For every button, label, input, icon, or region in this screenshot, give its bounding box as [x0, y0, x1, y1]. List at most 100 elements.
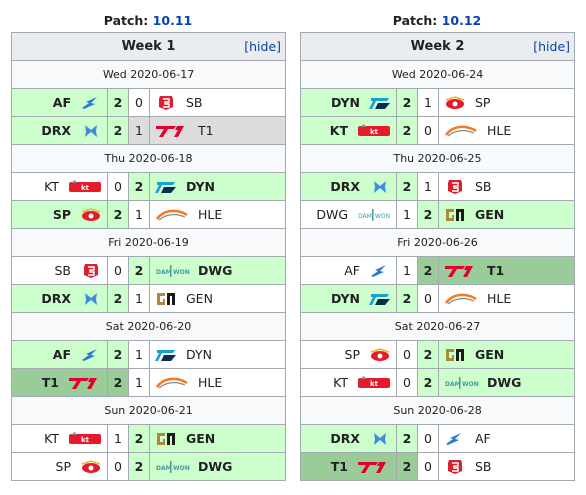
team2-name[interactable]: DYN [186, 179, 215, 194]
sp-logo[interactable] [368, 347, 392, 363]
team1-name[interactable]: KT [329, 123, 348, 138]
hide-link[interactable]: hide [538, 39, 566, 54]
team2-name[interactable]: SB [475, 179, 492, 194]
hle-logo[interactable] [154, 375, 190, 391]
hide-link[interactable]: hide [249, 39, 277, 54]
af-logo[interactable] [79, 347, 103, 363]
team1-name[interactable]: SP [55, 459, 71, 474]
dyn-logo[interactable] [368, 95, 392, 111]
dwg-logo[interactable]: DAM WON [443, 375, 479, 391]
dyn-logo[interactable] [154, 179, 178, 195]
team1-name[interactable]: DRX [41, 291, 71, 306]
match-row: DYN 2 1 SP [300, 88, 576, 117]
drx-logo[interactable] [79, 123, 103, 139]
team2-cell: SB [437, 172, 576, 201]
team2-name[interactable]: T1 [198, 123, 214, 138]
kt-logo[interactable]: kt [356, 123, 392, 139]
team1-name[interactable]: DRX [41, 123, 71, 138]
team2-score: 0 [128, 88, 150, 117]
team2-name[interactable]: GEN [475, 347, 505, 362]
team2-name[interactable]: HLE [487, 123, 512, 138]
team2-name[interactable]: HLE [198, 375, 223, 390]
drx-logo[interactable] [368, 431, 392, 447]
gen-logo[interactable] [443, 347, 467, 363]
sp-logo[interactable] [443, 95, 467, 111]
match-date: Wed 2020-06-17 [10, 60, 287, 89]
match-row: SB 0 2 DAM WON DWG [11, 256, 287, 285]
af-logo[interactable] [368, 263, 392, 279]
hle-logo[interactable] [154, 207, 190, 223]
team1-name[interactable]: DYN [331, 95, 360, 110]
team1-score: 2 [107, 368, 129, 397]
af-logo[interactable] [79, 95, 103, 111]
sb-logo[interactable] [443, 179, 467, 195]
team1-name[interactable]: KT [44, 179, 59, 194]
sp-logo[interactable] [79, 459, 103, 475]
team1-name[interactable]: DRX [330, 431, 360, 446]
team2-name[interactable]: SP [475, 95, 491, 110]
team2-name[interactable]: SB [186, 95, 203, 110]
team2-name[interactable]: HLE [198, 207, 223, 222]
team1-name[interactable]: KT [44, 431, 59, 446]
af-logo[interactable] [443, 431, 467, 447]
t1-logo[interactable] [154, 123, 190, 139]
team2-score: 0 [417, 116, 439, 145]
team1-name[interactable]: DYN [331, 291, 360, 306]
team1-name[interactable]: AF [344, 263, 360, 278]
t1-logo[interactable] [443, 263, 479, 279]
dyn-logo[interactable] [368, 291, 392, 307]
patch-version-link[interactable]: 10.11 [152, 13, 193, 28]
gen-logo[interactable] [154, 291, 178, 307]
team1-name[interactable]: SP [344, 347, 360, 362]
team1-score: 2 [107, 200, 129, 229]
dwg-logo[interactable]: DAM WON [154, 263, 190, 279]
team2-name[interactable]: GEN [475, 207, 505, 222]
team1-score: 2 [396, 172, 418, 201]
team1-cell: AF [11, 340, 108, 369]
sb-logo[interactable] [443, 459, 467, 475]
team1-name[interactable]: DWG [316, 207, 348, 222]
sb-logo[interactable] [154, 95, 178, 111]
team1-name[interactable]: SB [54, 263, 71, 278]
match-row: T1 2 0 SB [300, 452, 576, 481]
drx-logo[interactable] [79, 291, 103, 307]
t1-logo[interactable] [356, 459, 392, 475]
team2-name[interactable]: GEN [186, 291, 213, 306]
team2-name[interactable]: DYN [186, 347, 212, 362]
sp-logo[interactable] [79, 207, 103, 223]
team1-name[interactable]: T1 [41, 375, 59, 390]
team2-name[interactable]: HLE [487, 291, 512, 306]
hle-logo[interactable] [443, 291, 479, 307]
team2-name[interactable]: AF [475, 431, 491, 446]
patch-version-link[interactable]: 10.12 [441, 13, 482, 28]
team1-name[interactable]: KT [333, 375, 348, 390]
team1-name[interactable]: DRX [330, 179, 360, 194]
team2-name[interactable]: SB [475, 459, 492, 474]
kt-logo[interactable]: kt [356, 375, 392, 391]
drx-logo[interactable] [368, 179, 392, 195]
gen-logo[interactable] [443, 207, 467, 223]
team2-name[interactable]: DWG [198, 459, 233, 474]
team1-name[interactable]: T1 [330, 459, 348, 474]
week-1-panel: Patch: 10.11 Week 1 [hide] Wed 2020-06-17 AF… [10, 0, 287, 481]
team1-name[interactable]: SP [52, 207, 71, 222]
team2-name[interactable]: GEN [186, 431, 216, 446]
kt-logo[interactable]: kt [67, 431, 103, 447]
hle-logo[interactable] [443, 123, 479, 139]
team1-name[interactable]: AF [52, 347, 71, 362]
gen-logo[interactable] [154, 431, 178, 447]
t1-logo[interactable] [67, 375, 103, 391]
dyn-logo[interactable] [154, 347, 178, 363]
dwg-logo[interactable]: DAM WON [154, 459, 190, 475]
kt-logo[interactable]: kt [67, 179, 103, 195]
team2-name[interactable]: T1 [487, 263, 505, 278]
team2-cell: DAM WON DWG [148, 452, 287, 481]
team2-name[interactable]: DWG [487, 375, 522, 390]
team1-score: 2 [107, 116, 129, 145]
dwg-logo[interactable]: DAM WON [356, 207, 392, 223]
team2-name[interactable]: DWG [198, 263, 233, 278]
team2-score: 0 [417, 424, 439, 453]
team1-score: 2 [396, 88, 418, 117]
sb-logo[interactable] [79, 263, 103, 279]
team1-name[interactable]: AF [52, 95, 71, 110]
